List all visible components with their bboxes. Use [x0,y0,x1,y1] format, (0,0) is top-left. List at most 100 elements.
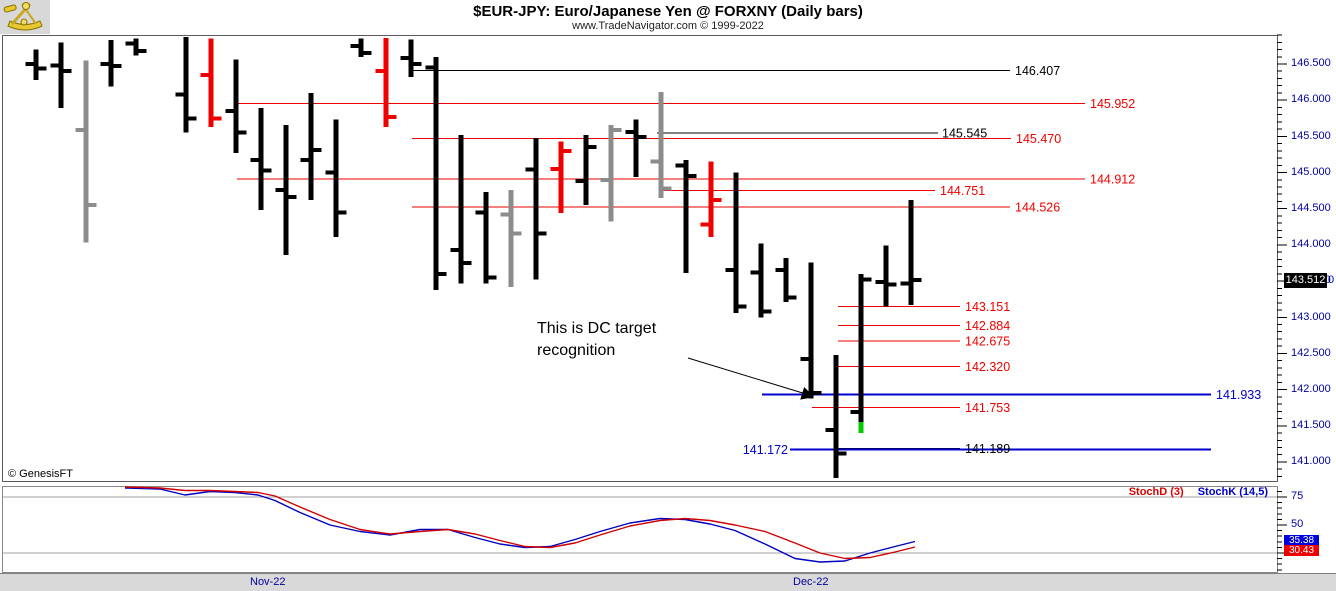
buy-signal-mark [858,422,864,433]
genesis-watermark: © GenesisFT [8,468,73,480]
bar-range [58,42,64,108]
bar-open-tick [875,280,884,284]
price-line-label: 141.172 [743,443,788,457]
bar-close-tick [463,261,472,265]
ohlc-bar [425,57,447,290]
price-axis-label: 144.000 [1291,238,1331,250]
bar-close-tick [113,64,122,68]
annotation-line2: recognition [537,342,616,359]
bar-range [233,59,239,153]
bar-close-tick [588,145,597,149]
bar-open-tick [500,212,509,217]
date-axis-label: Dec-22 [793,576,829,588]
bar-open-tick [550,167,559,171]
bar-open-tick [675,163,684,168]
ohlc-bar [325,119,347,237]
price-axis-label: 142.000 [1291,382,1331,395]
bar-open-tick [775,268,784,272]
bar-open-tick [800,357,809,361]
price-line-label: 141.933 [1216,388,1261,402]
ohlc-bar [900,200,922,305]
bar-open-tick [350,44,359,48]
ohlc-bar [625,119,647,177]
price-axis-label: 144.500 [1291,201,1331,214]
bar-open-tick [650,159,659,164]
ohlc-bar [575,135,597,205]
price-line-label: 144.751 [940,184,985,198]
bar-close-tick [313,148,322,152]
bar-close-tick [238,130,247,135]
bar-range [533,138,539,280]
bar-open-tick [600,178,609,182]
ohlc-bar [225,59,247,153]
price-pane-border [2,35,1278,482]
price-axis-label: 143.000 [1291,310,1331,323]
bar-range [508,190,514,287]
price-lines [237,69,1211,451]
date-axis-label: Nov-22 [250,576,286,588]
bar-close-tick [38,66,47,71]
bar-close-tick [413,62,422,66]
bar-range [583,135,589,205]
bar-range [433,57,439,290]
bar-open-tick [750,270,759,275]
bar-open-tick [75,128,84,132]
bar-close-tick [613,128,622,132]
price-line-label: 142.884 [965,319,1010,333]
bar-open-tick [850,410,859,414]
ohlc-bar [200,38,222,127]
bar-close-tick [838,451,847,456]
price-line-label: 145.470 [1016,132,1061,146]
stochk-value-box: 35.38 [1284,535,1319,546]
price-line-label: 144.526 [1015,201,1060,215]
stoch-pane-border [2,486,1278,573]
price-line-label: 145.952 [1090,97,1135,111]
bar-open-tick [200,73,209,77]
bar-close-tick [763,309,772,314]
ohlc-bar [400,39,422,77]
bar-close-tick [63,69,72,73]
ohlc-bar [675,160,697,273]
ohlc-bar [300,93,322,200]
bar-range [183,37,189,133]
bar-range [808,262,814,399]
bar-open-tick [450,248,459,252]
price-line-label: 141.753 [965,401,1010,415]
bar-open-tick [50,63,59,68]
ohlc-bar [450,135,472,284]
ohlc-bar [525,138,547,280]
bar-close-tick [663,186,672,191]
bar-range [758,243,764,318]
bar-range [383,38,389,127]
ohlc-bar [375,38,397,127]
bar-range [258,108,264,210]
ohlc-bar [725,172,747,313]
bar-open-tick [525,167,534,172]
bar-close-tick [688,174,697,178]
bar-range [858,274,864,422]
bar-close-tick [813,391,822,395]
bar-open-tick [25,62,34,66]
ohlc-bar [275,125,297,255]
bar-close-tick [263,168,272,173]
bar-range [333,119,339,237]
bar-close-tick [188,116,197,121]
stochd-label: StochD (3) [1128,486,1184,498]
annotation-arrow [687,357,814,400]
ohlc-bar [800,262,822,399]
bar-close-tick [288,195,297,199]
date-band [0,573,1336,591]
price-line-label: 141.189 [965,442,1010,456]
bar-close-tick [888,282,897,287]
bar-range [683,160,689,273]
bar-range [633,119,639,177]
bar-range [308,93,314,200]
ohlc-bar [600,125,622,222]
bar-range [283,125,289,255]
price-bars [25,37,922,478]
bar-open-tick [325,170,334,175]
ohlc-bar [475,192,497,284]
ohlc-bar [750,243,772,318]
bar-range [408,39,414,77]
